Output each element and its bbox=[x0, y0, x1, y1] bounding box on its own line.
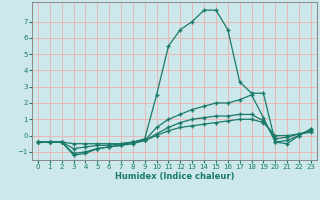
X-axis label: Humidex (Indice chaleur): Humidex (Indice chaleur) bbox=[115, 172, 234, 181]
